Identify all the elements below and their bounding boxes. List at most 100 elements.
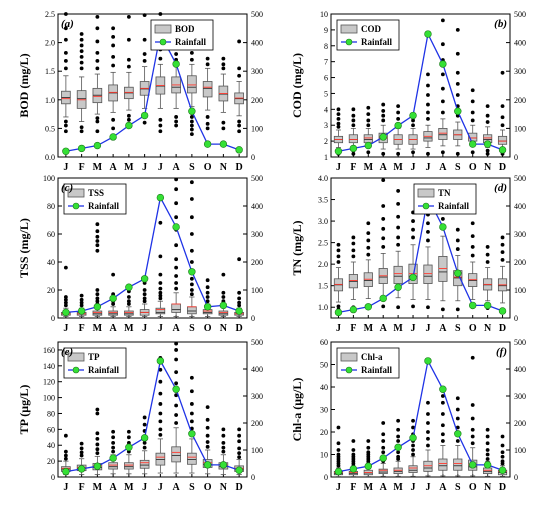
outlier-point bbox=[79, 453, 84, 458]
box-J bbox=[423, 72, 433, 156]
outlier-point bbox=[63, 449, 68, 454]
rainfall-marker bbox=[379, 133, 387, 141]
outlier-point bbox=[336, 116, 341, 121]
rainfall-marker bbox=[424, 357, 432, 365]
outlier-point bbox=[237, 296, 242, 301]
box-N bbox=[218, 56, 229, 131]
month-label: M bbox=[93, 162, 103, 173]
left-tick-label: 3 bbox=[324, 121, 328, 130]
outlier-point bbox=[221, 120, 226, 125]
outlier-point bbox=[381, 445, 386, 450]
rainfall-marker bbox=[379, 454, 387, 462]
outlier-point bbox=[79, 303, 84, 308]
outlier-point bbox=[79, 55, 84, 59]
month-label: A bbox=[439, 482, 447, 493]
outlier-point bbox=[111, 26, 116, 31]
outlier-point bbox=[426, 93, 430, 97]
box-N bbox=[483, 245, 493, 310]
rainfall-marker bbox=[93, 303, 102, 311]
right-tick-label: 300 bbox=[251, 230, 263, 239]
right-tick-label: 0 bbox=[514, 473, 518, 482]
left-tick-label: 0 bbox=[51, 473, 55, 482]
month-label: A bbox=[173, 162, 181, 173]
outlier-point bbox=[63, 303, 68, 308]
outlier-point bbox=[366, 450, 371, 455]
outlier-point bbox=[126, 295, 131, 299]
legend-box-label: TN bbox=[438, 188, 451, 198]
outlier-point bbox=[455, 247, 460, 251]
month-label: D bbox=[236, 323, 243, 334]
outlier-point bbox=[366, 439, 371, 443]
outlier-point bbox=[455, 82, 460, 86]
legend: Chl-a Rainfall bbox=[336, 347, 400, 379]
legend-line-label: Rainfall bbox=[438, 201, 470, 211]
outlier-point bbox=[189, 419, 194, 424]
outlier-point bbox=[396, 110, 401, 115]
right-tick-label: 100 bbox=[251, 124, 263, 133]
left-tick-label: 160 bbox=[43, 346, 55, 355]
month-label: S bbox=[455, 323, 461, 334]
outlier-point bbox=[381, 439, 386, 443]
outlier-point bbox=[158, 129, 163, 134]
box-O bbox=[202, 278, 213, 318]
outlier-point bbox=[63, 433, 68, 438]
rainfall-line bbox=[338, 31, 503, 152]
outlier-point bbox=[111, 126, 116, 131]
outlier-point bbox=[237, 66, 242, 71]
rainfall-marker bbox=[498, 466, 507, 474]
outlier-point bbox=[500, 450, 505, 455]
left-tick-label: 1.0 bbox=[45, 96, 55, 105]
month-label: O bbox=[469, 482, 477, 493]
box-S bbox=[187, 180, 197, 318]
month-label: O bbox=[469, 323, 477, 334]
rainfall-marker bbox=[203, 140, 212, 148]
outlier-point bbox=[351, 439, 356, 443]
outlier-point bbox=[440, 217, 445, 221]
outlier-point bbox=[205, 121, 210, 126]
right-tick-label: 400 bbox=[251, 39, 263, 48]
outlier-point bbox=[351, 241, 356, 246]
y-axis-label: BOD (mg/L) bbox=[17, 53, 31, 117]
outlier-point bbox=[221, 449, 226, 454]
box-N bbox=[483, 104, 493, 156]
outlier-point bbox=[158, 296, 163, 301]
month-label: J bbox=[425, 162, 430, 173]
left-tick-label: 0.0 bbox=[45, 153, 55, 162]
outlier-point bbox=[440, 72, 445, 77]
outlier-point bbox=[411, 418, 415, 423]
month-label: O bbox=[204, 323, 212, 334]
outlier-point bbox=[158, 367, 163, 372]
month-label: D bbox=[236, 482, 243, 493]
outlier-point bbox=[189, 123, 194, 128]
outlier-point bbox=[381, 178, 386, 183]
legend: TP Rainfall bbox=[63, 347, 127, 379]
right-tick-label: 0 bbox=[251, 153, 255, 162]
left-tick-label: 2.0 bbox=[318, 260, 328, 269]
outlier-point bbox=[396, 225, 401, 230]
outlier-point bbox=[221, 445, 226, 450]
outlier-point bbox=[221, 440, 226, 445]
month-label: F bbox=[79, 323, 85, 334]
outlier-point bbox=[111, 55, 116, 59]
left-tick-label: 80 bbox=[47, 409, 55, 418]
outlier-point bbox=[126, 57, 131, 62]
outlier-point bbox=[111, 34, 116, 39]
outlier-point bbox=[455, 407, 460, 412]
outlier-point bbox=[351, 254, 356, 259]
outlier-point bbox=[381, 236, 386, 241]
legend-box-label: COD bbox=[361, 24, 382, 34]
rainfall-marker bbox=[77, 144, 86, 153]
outlier-point bbox=[95, 243, 100, 248]
rainfall-marker bbox=[140, 275, 149, 283]
rainfall-marker bbox=[334, 467, 343, 476]
outlier-point bbox=[95, 50, 100, 55]
rainfall-marker bbox=[172, 385, 180, 393]
outlier-point bbox=[205, 62, 210, 67]
outlier-point bbox=[63, 119, 68, 124]
month-label: N bbox=[484, 323, 492, 334]
legend-box-label: TP bbox=[88, 352, 100, 362]
outlier-point bbox=[366, 445, 371, 450]
outlier-point bbox=[95, 447, 100, 452]
month-label: N bbox=[220, 482, 228, 493]
outlier-point bbox=[221, 427, 226, 432]
